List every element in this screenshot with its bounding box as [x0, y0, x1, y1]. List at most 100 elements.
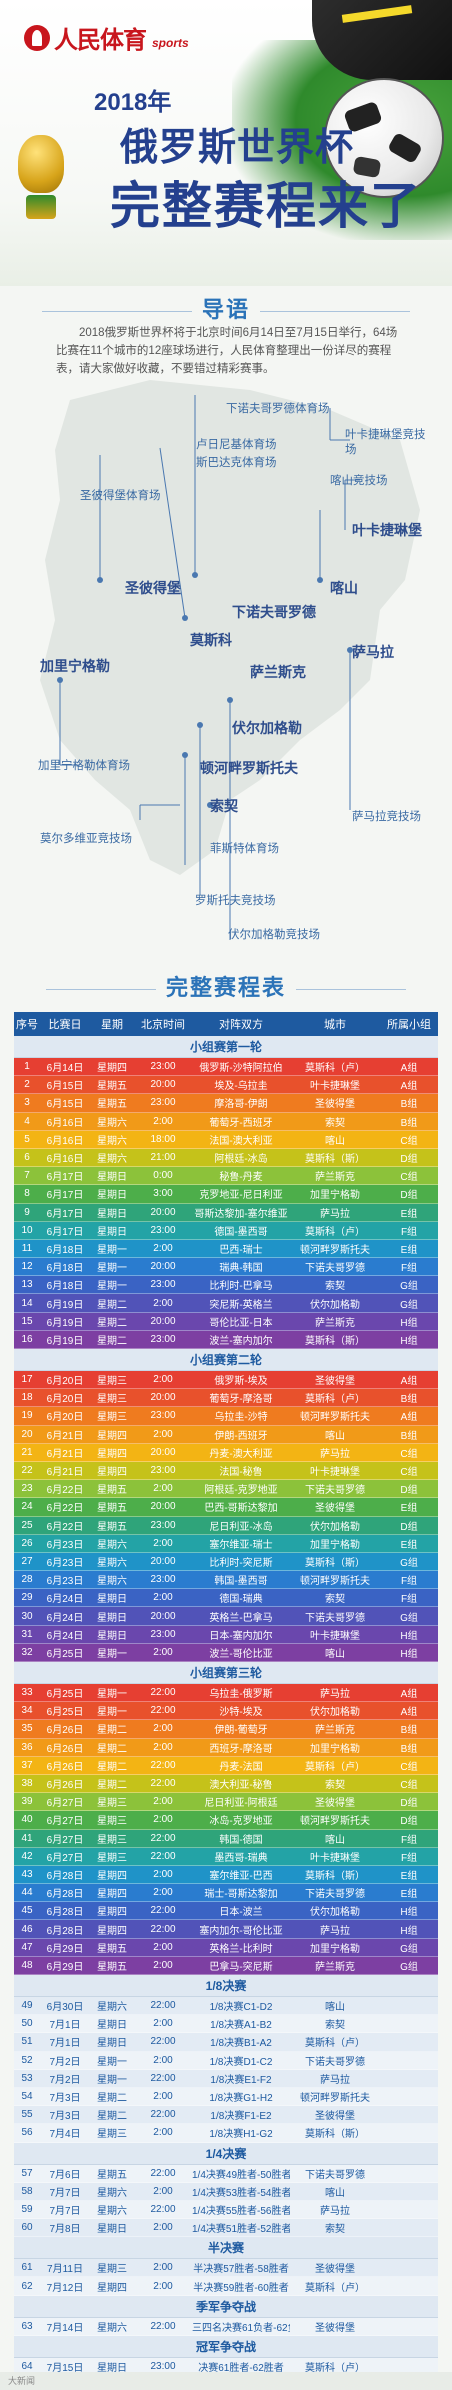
table-cell: 英格兰-巴拿马 — [209, 1612, 273, 1624]
table-cell: 22:00 — [150, 2036, 176, 2048]
table-cell: 索契 — [325, 2020, 345, 2032]
table-cell: 41 — [21, 1832, 33, 1844]
table-cell: 23:00 — [150, 1279, 176, 1291]
logo-icon — [24, 24, 50, 51]
table-cell: 2:00 — [153, 2127, 173, 2139]
table-cell: D组 — [400, 1190, 418, 1202]
table-cell: 6月21日 — [46, 1448, 84, 1460]
table-cell: 27 — [21, 1555, 33, 1567]
table-cell: 哥斯达黎加-塞尔维亚 — [194, 1208, 288, 1220]
table-cell: 6月19日 — [46, 1335, 84, 1347]
table-cell: 24 — [21, 1501, 33, 1513]
table-cell: 2:00 — [153, 2018, 173, 2030]
table-cell: 6月17日 — [46, 1172, 84, 1184]
stadium-label: 罗斯托夫竞技场 — [195, 895, 276, 907]
table-row: 4 6月16日 星期六 2:00 葡萄牙-西班牙 索契 B组 — [14, 1112, 438, 1131]
table-cell: 2:00 — [153, 1959, 173, 1971]
table-cell: 6月17日 — [46, 1208, 84, 1220]
table-cell: 半决赛59胜者-60胜者 — [193, 2282, 289, 2294]
table-cell: 7月3日 — [49, 2093, 81, 2105]
table-cell: 乌拉圭-俄罗斯 — [209, 1689, 273, 1701]
table-row: 58 7月7日 星期六 2:00 1/4决赛53胜者-54胜者 喀山 — [14, 2182, 438, 2201]
table-cell: 15 — [21, 1315, 33, 1327]
table-cell: 4 — [24, 1115, 30, 1127]
table-cell: 决赛61胜者-62胜者 — [198, 2362, 284, 2374]
table-cell: 23:00 — [150, 1097, 176, 1109]
table-cell: 20:00 — [150, 1079, 176, 1091]
city-label: 加里宁格勒 — [40, 658, 110, 674]
table-cell: 29 — [21, 1592, 33, 1604]
table-cell: 日本-波兰 — [219, 1907, 263, 1919]
table-cell: 加里宁格勒 — [310, 1943, 360, 1955]
table-cell: 1/8决赛D1-C2 — [209, 2056, 273, 2068]
table-cell: 顿河畔罗斯托夫 — [300, 1816, 370, 1828]
table-cell: 德国-墨西哥 — [214, 1226, 268, 1238]
city-label: 下诺夫哥罗德 — [232, 604, 316, 620]
table-cell: 莫斯科（卢） — [305, 1226, 365, 1238]
table-cell: 3 — [24, 1097, 30, 1109]
table-cell: 7 — [24, 1170, 30, 1182]
table-cell: 索契 — [325, 1117, 345, 1129]
city-label: 莫斯科 — [190, 632, 232, 648]
table-cell: 比利时-巴拿马 — [209, 1281, 273, 1293]
table-cell: 星期六 — [97, 1117, 127, 1129]
table-row: 7 6月17日 星期日 0:00 秘鲁-丹麦 萨兰斯克 C组 — [14, 1167, 438, 1186]
table-cell: 22:00 — [150, 2109, 176, 2121]
table-row: 21 6月21日 星期四 20:00 丹麦-澳大利亚 萨马拉 C组 — [14, 1443, 438, 1462]
city-label: 萨兰斯克 — [250, 664, 306, 680]
table-cell: 萨马拉 — [320, 2074, 350, 2086]
table-cell: 1 — [24, 1061, 30, 1073]
table-cell: 18:00 — [150, 1133, 176, 1145]
table-row: 12 6月18日 星期一 20:00 瑞典-韩国 下诺夫哥罗德 F组 — [14, 1258, 438, 1277]
table-cell: 6月25日 — [46, 1689, 84, 1701]
table-cell: 喀山 — [325, 1135, 345, 1147]
table-cell: 沙特-埃及 — [219, 1707, 263, 1719]
table-cell: 叶卡捷琳堡 — [310, 1081, 360, 1093]
table-cell: 加里宁格勒 — [310, 1190, 360, 1202]
table-cell: 22:00 — [150, 2320, 176, 2332]
table-cell: 21:00 — [150, 1152, 176, 1164]
table-cell: 英格兰-比利时 — [209, 1943, 273, 1955]
table-cell: 星期日 — [97, 1630, 127, 1642]
table-cell: 星期日 — [97, 2020, 127, 2032]
table-row: 6 6月16日 星期六 21:00 阿根廷-冰岛 莫斯科（斯） D组 — [14, 1148, 438, 1168]
table-cell: 星期三 — [97, 1798, 127, 1810]
table-row: 26 6月23日 星期六 2:00 塞尔维亚-瑞士 加里宁格勒 E组 — [14, 1534, 438, 1553]
table-cell: 星期六 — [97, 1154, 127, 1166]
table-cell: 日本-塞内加尔 — [209, 1630, 273, 1642]
city-label: 索契 — [210, 798, 238, 814]
table-cell: 法国-秘鲁 — [219, 1467, 263, 1479]
table-row: 56 7月4日 星期三 2:00 1/8决赛H1-G2 莫斯科（斯） — [14, 2124, 438, 2143]
table-cell: 20:00 — [150, 1261, 176, 1273]
table-cell: D组 — [400, 1816, 418, 1828]
table-cell: 16 — [21, 1333, 33, 1345]
table-cell: 塞尔维亚-巴西 — [209, 1870, 273, 1882]
table-row: 38 6月26日 星期二 22:00 澳大利亚-秘鲁 索契 C组 — [14, 1774, 438, 1794]
brand-logo: 人民体育 sports — [24, 20, 189, 55]
table-cell: 6月18日 — [46, 1281, 84, 1293]
table-cell: 6月15日 — [46, 1099, 84, 1111]
table-cell: 莫斯科（卢） — [305, 1394, 365, 1406]
table-cell: 6月17日 — [46, 1190, 84, 1202]
table-cell: 5 — [24, 1133, 30, 1145]
table-cell: 14 — [21, 1297, 33, 1309]
table-cell: 6月27日 — [46, 1798, 84, 1810]
table-cell: 莫斯科（斯） — [305, 2129, 365, 2141]
table-row: 62 7月12日 星期四 2:00 半决赛59胜者-60胜者 莫斯科（卢） — [14, 2277, 438, 2296]
table-cell: 星期四 — [97, 1430, 127, 1442]
table-cell: 萨马拉 — [320, 1448, 350, 1460]
schedule-title: 完整赛程表 — [0, 970, 452, 1002]
table-cell: 58 — [21, 2185, 33, 2197]
table-cell: 42 — [21, 1850, 33, 1862]
table-cell: 星期二 — [97, 1761, 127, 1773]
table-cell: 圣彼得堡 — [315, 2264, 355, 2276]
table-cell: 22:00 — [150, 2072, 176, 2084]
table-cell: 7月14日 — [46, 2322, 84, 2334]
table-cell: 下诺夫哥罗德 — [305, 1612, 365, 1624]
table-cell: 星期二 — [97, 2093, 127, 2105]
table-row: 30 6月24日 星期日 20:00 英格兰-巴拿马 下诺夫哥罗德 G组 — [14, 1607, 438, 1626]
footer: 大新闻 — [0, 2372, 452, 2390]
table-cell: B组 — [400, 1394, 418, 1406]
table-cell: 23:00 — [150, 1061, 176, 1073]
table-row: 28 6月23日 星期六 23:00 韩国-墨西哥 顿河畔罗斯托夫 F组 — [14, 1571, 438, 1590]
